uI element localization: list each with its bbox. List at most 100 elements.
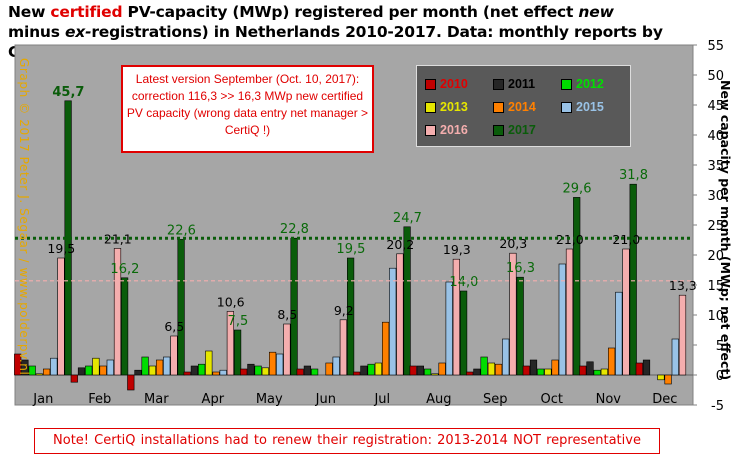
bar-2014-nov	[607, 347, 616, 376]
data-label-2017: 19,5	[336, 242, 365, 257]
bar-2012-aug	[423, 368, 432, 376]
legend-label: 2015	[576, 100, 604, 114]
legend-item-2017: 2017	[493, 122, 536, 138]
legend-label: 2016	[440, 123, 468, 137]
legend-swatch	[493, 79, 504, 91]
bar-2013-feb	[92, 357, 100, 376]
y-tick-label: 15	[707, 279, 724, 294]
bar-2011-jun	[303, 365, 312, 376]
legend-item-2011: 2011	[493, 76, 535, 92]
bar-2015-sep	[502, 338, 510, 376]
bar-2012-feb	[85, 365, 93, 376]
data-label-2016: 20,3	[499, 236, 527, 251]
bar-2016-nov	[622, 248, 630, 376]
bar-2013-jan	[35, 373, 43, 376]
y-tick-label: 10	[707, 309, 724, 324]
bar-2014-aug	[438, 362, 446, 376]
data-label-2016: 20,2	[386, 237, 414, 252]
bar-2012-nov	[593, 369, 601, 376]
bar-2017-oct	[573, 197, 581, 376]
legend-item-2015: 2015	[561, 99, 604, 115]
bar-2016-jan	[57, 257, 65, 376]
bar-2017-jul	[403, 226, 411, 376]
bar-2017-apr	[234, 329, 242, 376]
x-tick-label: Mar	[144, 392, 169, 407]
bar-2011-feb	[77, 367, 86, 376]
x-tick-label: Nov	[596, 392, 622, 407]
bar-2012-apr	[198, 363, 206, 376]
bar-2010-jan	[14, 353, 22, 376]
bar-2014-jul	[381, 321, 390, 376]
legend-swatch	[561, 79, 572, 91]
bar-2011-oct	[529, 359, 538, 376]
legend-swatch	[493, 125, 504, 137]
bar-2013-dec	[657, 374, 665, 381]
title-italic: new	[578, 3, 614, 21]
legend-label: 2011	[508, 77, 536, 91]
bar-2012-jul	[367, 363, 375, 376]
y-axis-title: New capacity per month (MWp; net effect)	[718, 80, 733, 380]
bar-2014-feb	[99, 365, 107, 376]
y-tick-label: 35	[707, 159, 724, 174]
bar-2013-jul	[374, 362, 383, 376]
legend-swatch	[493, 102, 504, 114]
y-tick-label: 30	[707, 189, 724, 204]
bar-2012-jan	[28, 365, 36, 376]
bar-2011-mar	[134, 369, 142, 376]
bar-2015-jan	[50, 357, 58, 376]
legend: 2010 2011 2012 2013 2014 2015 2016 2017	[416, 65, 631, 147]
legend-label: 2013	[440, 100, 468, 114]
data-label-2016: 8,5	[277, 307, 297, 322]
bar-2016-apr	[226, 311, 235, 376]
bar-2017-mar	[177, 239, 185, 376]
data-label-2017: 16,3	[506, 261, 535, 276]
x-tick-label: Jan	[32, 392, 53, 407]
x-tick-label: May	[256, 392, 283, 407]
bar-2011-dec	[642, 359, 651, 376]
y-tick-label: 50	[707, 69, 724, 84]
bar-2011-may	[247, 363, 255, 376]
bar-2013-sep	[487, 362, 496, 376]
y-tick-label: 55	[707, 39, 724, 54]
watermark-text: Graph © 2017 Peter J. Segaar / www.polde…	[17, 58, 31, 375]
bar-2015-jul	[389, 267, 397, 376]
legend-swatch	[425, 125, 436, 137]
bar-2013-apr	[205, 350, 213, 376]
x-tick-label: Sep	[483, 392, 508, 407]
bar-2014-may	[268, 351, 277, 376]
legend-label: 2017	[508, 123, 536, 137]
bar-2011-sep	[473, 368, 481, 376]
data-label-2016: 21,0	[612, 232, 640, 247]
data-label-2017: 22,6	[167, 223, 196, 238]
legend-item-2010: 2010	[425, 76, 468, 92]
y-tick-label: 25	[707, 219, 724, 234]
bar-2010-may	[240, 368, 248, 376]
legend-swatch	[425, 79, 436, 91]
bar-2015-apr	[219, 369, 227, 376]
data-label-2016: 19,3	[443, 242, 471, 257]
bar-2015-oct	[558, 263, 566, 376]
bar-2014-jan	[42, 368, 51, 376]
bar-2011-jul	[360, 365, 368, 376]
bar-2017-may	[290, 237, 298, 376]
data-label-2016: 19,5	[47, 241, 75, 256]
bar-2015-mar	[163, 356, 171, 376]
x-tick-label: Apr	[202, 392, 225, 407]
bar-2014-oct	[551, 359, 559, 376]
x-tick-label: Aug	[426, 392, 451, 407]
legend-item-2013: 2013	[425, 99, 468, 115]
bar-2016-sep	[509, 252, 517, 376]
y-tick-label: 20	[707, 249, 724, 264]
bar-2013-may	[261, 367, 270, 376]
bar-2010-jun	[296, 368, 304, 376]
bar-2015-aug	[445, 281, 453, 376]
legend-item-2016: 2016	[425, 122, 468, 138]
y-tick-label: 45	[707, 99, 724, 114]
legend-item-2012: 2012	[561, 76, 604, 92]
bar-2016-oct	[565, 248, 574, 376]
title-highlight: certified	[50, 3, 123, 21]
watermark: Graph © 2017 Peter J. Segaar / www.polde…	[17, 58, 31, 375]
legend-label: 2014	[508, 100, 536, 114]
bar-2010-jul	[353, 371, 361, 376]
data-label-2017: 31,8	[619, 168, 648, 183]
